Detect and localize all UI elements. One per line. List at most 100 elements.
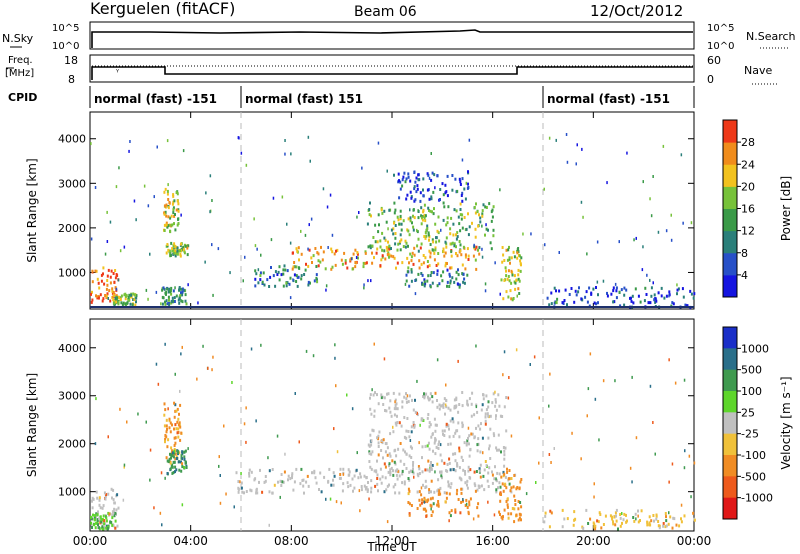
data-cell xyxy=(293,273,296,277)
data-cell xyxy=(394,232,397,235)
data-cell xyxy=(423,392,425,396)
colorbar-tick-label: -100 xyxy=(741,449,766,462)
data-cell xyxy=(350,257,353,261)
data-cell xyxy=(428,197,431,201)
data-cell xyxy=(604,514,607,518)
data-cell xyxy=(429,423,432,427)
data-cell xyxy=(410,259,413,263)
data-cell xyxy=(427,413,430,416)
data-cell xyxy=(491,215,494,219)
data-cell xyxy=(471,391,474,395)
data-cell xyxy=(390,254,393,258)
nave-tick-top: 60 xyxy=(707,54,721,67)
data-cell xyxy=(506,505,509,509)
data-cell xyxy=(382,438,385,442)
data-cell xyxy=(387,392,390,396)
colorbar-swatch xyxy=(723,433,737,456)
data-cell xyxy=(356,215,358,219)
data-cell xyxy=(173,460,176,464)
data-cell xyxy=(428,249,431,253)
data-cell xyxy=(468,442,470,446)
data-cell xyxy=(498,404,501,408)
data-cell xyxy=(94,269,97,273)
data-cell xyxy=(584,295,587,299)
data-cell xyxy=(218,455,220,459)
data-cell xyxy=(422,507,425,511)
data-cell xyxy=(211,368,213,372)
data-cell xyxy=(181,462,184,466)
data-cell xyxy=(504,446,507,450)
data-cell xyxy=(459,229,462,233)
colorbar-swatch xyxy=(723,142,737,165)
data-cell xyxy=(472,254,475,258)
data-cell xyxy=(115,300,118,304)
date-title: 12/Oct/2012 xyxy=(590,2,683,20)
data-cell xyxy=(217,247,220,251)
data-cell xyxy=(665,515,667,519)
data-cell xyxy=(97,281,100,285)
data-cell xyxy=(377,434,380,438)
data-cell xyxy=(460,253,463,257)
data-cell xyxy=(479,220,482,224)
data-cell xyxy=(420,486,423,490)
data-cell xyxy=(457,215,460,219)
data-cell xyxy=(467,233,470,237)
data-cell xyxy=(262,271,265,275)
data-cell xyxy=(615,514,617,518)
data-cell xyxy=(434,391,437,395)
data-cell xyxy=(164,476,166,480)
data-cell xyxy=(165,214,168,218)
data-cell xyxy=(164,300,166,304)
data-cell xyxy=(287,474,290,478)
data-cell xyxy=(418,259,421,263)
data-cell xyxy=(293,261,296,264)
data-cell xyxy=(417,465,420,468)
data-cell xyxy=(175,294,178,298)
data-cell xyxy=(381,248,384,252)
data-cell xyxy=(439,470,441,474)
data-cell xyxy=(612,522,615,526)
data-cell xyxy=(655,299,658,303)
data-cell xyxy=(673,517,676,521)
data-cell xyxy=(176,199,179,203)
data-cell xyxy=(180,456,183,460)
data-cell xyxy=(178,451,181,455)
data-cell xyxy=(196,377,198,381)
data-cell xyxy=(182,248,185,252)
data-cell xyxy=(493,513,496,517)
data-cell xyxy=(653,298,656,302)
data-cell xyxy=(467,512,470,516)
data-cell xyxy=(642,245,644,249)
data-cell xyxy=(371,388,373,392)
data-cell xyxy=(356,252,359,256)
data-cell xyxy=(410,456,413,459)
data-cell xyxy=(615,289,618,293)
data-cell xyxy=(481,436,484,440)
data-cell xyxy=(390,247,392,250)
data-cell xyxy=(127,297,130,301)
data-cell xyxy=(179,438,182,442)
data-cell xyxy=(342,467,345,471)
data-cell xyxy=(684,449,686,453)
data-cell xyxy=(468,476,471,479)
data-cell xyxy=(113,507,116,511)
data-cell xyxy=(406,394,409,398)
data-cell xyxy=(676,292,678,296)
data-cell xyxy=(440,459,443,463)
data-cell xyxy=(421,470,424,474)
data-cell xyxy=(436,174,439,178)
data-cell xyxy=(615,296,618,300)
data-cell xyxy=(384,450,387,454)
data-cell xyxy=(504,266,507,270)
data-cell xyxy=(475,344,477,348)
data-cell xyxy=(300,274,303,278)
data-cell xyxy=(642,180,644,184)
data-cell xyxy=(467,254,470,258)
data-cell xyxy=(501,517,504,521)
data-cell xyxy=(274,284,277,288)
data-cell xyxy=(305,262,307,266)
data-cell xyxy=(285,281,288,285)
data-cell xyxy=(402,448,405,452)
colorbar-tick-label: -500 xyxy=(741,470,766,483)
